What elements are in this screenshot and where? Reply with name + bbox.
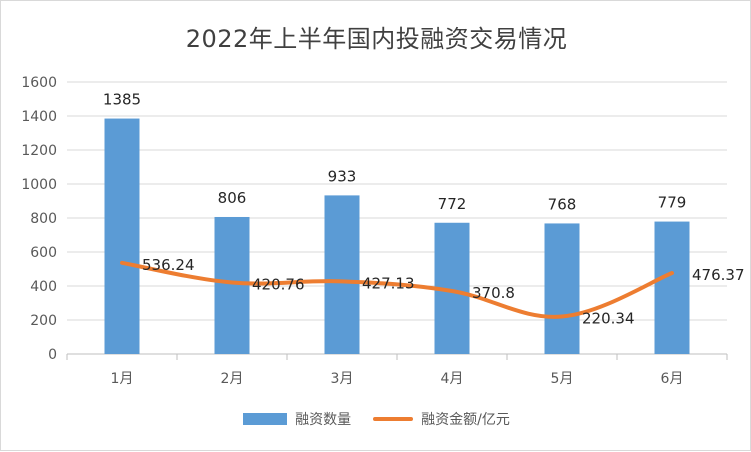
legend-swatch-line xyxy=(373,417,414,421)
y-tick-label: 200 xyxy=(30,313,57,329)
bar xyxy=(544,223,580,354)
line-data-label: 220.34 xyxy=(582,310,635,328)
y-tick-label: 800 xyxy=(30,211,57,227)
x-tick-label: 3月 xyxy=(331,371,354,387)
bar-data-label: 933 xyxy=(328,167,357,185)
bar xyxy=(104,118,140,354)
bar-data-label: 768 xyxy=(548,195,577,213)
y-tick-label: 0 xyxy=(48,347,57,363)
bar-data-label: 806 xyxy=(218,189,247,207)
legend-label-bar: 融资数量 xyxy=(295,412,352,428)
bar xyxy=(654,221,690,354)
legend-item-bar[interactable]: 融资数量 xyxy=(243,409,351,429)
chart-title: 2022年上半年国内投融资交易情况 xyxy=(185,25,568,53)
bar xyxy=(214,216,250,354)
line-data-label: 370.8 xyxy=(472,284,515,302)
y-tick-label: 1600 xyxy=(21,75,57,91)
bar-data-label: 772 xyxy=(438,195,467,213)
legend-swatch-bar xyxy=(243,413,288,425)
y-tick-label: 1000 xyxy=(21,177,57,193)
line-data-label: 536.24 xyxy=(142,256,195,274)
x-tick-label: 4月 xyxy=(441,371,464,387)
x-tick-label: 2月 xyxy=(221,371,244,387)
line-series-path xyxy=(120,260,674,319)
x-tick-label: 6月 xyxy=(661,371,684,387)
legend-label-line: 融资金额/亿元 xyxy=(421,412,510,428)
line-data-label: 476.37 xyxy=(692,266,745,284)
y-tick-label: 400 xyxy=(30,279,57,295)
x-tick-label: 5月 xyxy=(551,371,574,387)
bar-data-label: 779 xyxy=(658,194,687,212)
x-tick-label: 1月 xyxy=(111,371,134,387)
line-data-label: 420.76 xyxy=(252,275,305,293)
legend: 融资数量 融资金额/亿元 xyxy=(1,409,751,429)
y-tick-label: 1200 xyxy=(21,143,57,159)
bar xyxy=(324,195,360,354)
bar-data-label: 1385 xyxy=(103,91,141,109)
legend-item-line[interactable]: 融资金额/亿元 xyxy=(373,409,510,429)
y-tick-label: 600 xyxy=(30,245,57,261)
y-tick-label: 1400 xyxy=(21,109,57,125)
line-data-label: 427.13 xyxy=(362,274,415,292)
